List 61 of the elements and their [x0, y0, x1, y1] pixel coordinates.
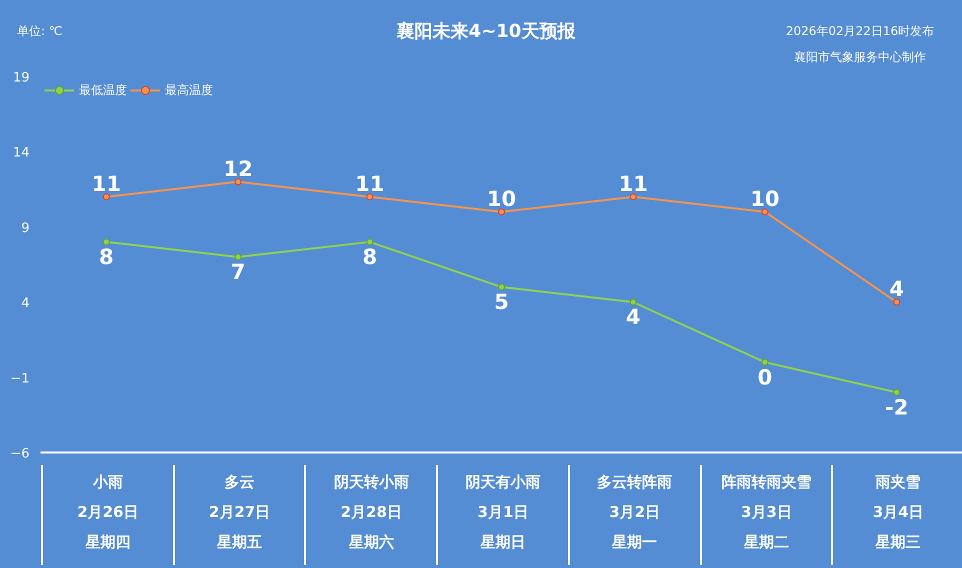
- text: 阴天有小雨: [464, 472, 542, 493]
- point: [366, 193, 374, 200]
- text: 2026年02月22日16时发布: [784, 23, 936, 40]
- x-tick-label: 3月3日: [740, 502, 793, 523]
- text: 多云: [224, 472, 256, 493]
- legend-label: 最低温度: [79, 82, 127, 98]
- point: [893, 388, 900, 396]
- text: 星期一: [610, 532, 658, 553]
- text: 星期五: [216, 532, 264, 553]
- text: 多云转阵雨: [596, 472, 674, 493]
- text: 星期六: [348, 532, 395, 553]
- chart-title: 襄阳未来4~10天预报: [396, 21, 576, 42]
- x-tick-label: 3月2日: [608, 502, 662, 523]
- y-tick-label: 4: [21, 296, 30, 312]
- x-tick-label: 2月27日: [208, 502, 272, 523]
- x-tick-label: 2月26日: [76, 502, 140, 523]
- data-label: 11: [92, 172, 121, 196]
- text: 阴天转小雨: [332, 472, 410, 493]
- y-tick-label: 14: [12, 146, 30, 161]
- x-tick-label: 3月1日: [476, 502, 530, 523]
- x-tick-label: 3月4日: [872, 502, 925, 523]
- data-label: 10: [750, 186, 780, 211]
- text: 雨夹雪: [874, 472, 922, 493]
- point: [102, 193, 110, 200]
- data-label: 4: [626, 305, 641, 330]
- point: [498, 284, 505, 291]
- data-label: 11: [618, 172, 648, 196]
- point: [366, 238, 374, 246]
- data-label: 12: [223, 156, 253, 181]
- data-label: 0: [758, 365, 772, 390]
- y-tick-label: 9: [21, 220, 30, 236]
- text: 星期四: [84, 532, 132, 553]
- point: [630, 298, 637, 306]
- point: [234, 178, 242, 186]
- text: 襄阳市气象服务中心制作: [793, 49, 927, 66]
- legend-label: 最高温度: [165, 82, 213, 98]
- text: 星期二: [742, 532, 790, 553]
- point: [102, 238, 110, 246]
- data-label: 8: [99, 244, 114, 269]
- point: [761, 208, 768, 216]
- text: 单位: ℃: [17, 23, 62, 40]
- data-label: 10: [486, 186, 516, 211]
- point: [498, 208, 505, 216]
- data-label: 11: [355, 172, 384, 196]
- data-label: -2: [884, 395, 908, 420]
- point: [630, 193, 637, 200]
- x-tick-label: 2月28日: [340, 502, 403, 523]
- text: 小雨: [92, 472, 124, 493]
- data-label: 7: [230, 260, 246, 284]
- y-tick-label: 19: [12, 70, 30, 86]
- data-label: 8: [362, 244, 378, 269]
- data-label: 5: [494, 290, 509, 314]
- point: [761, 358, 768, 366]
- text: 阵雨转雨夹雪: [720, 472, 812, 493]
- y-tick-label: −1: [10, 371, 30, 386]
- text: 星期日: [479, 532, 526, 553]
- y-tick-label: −6: [10, 446, 30, 462]
- text: 星期三: [874, 532, 922, 553]
- data-label: 4: [889, 277, 904, 302]
- point: [893, 298, 900, 306]
- point: [234, 253, 242, 260]
